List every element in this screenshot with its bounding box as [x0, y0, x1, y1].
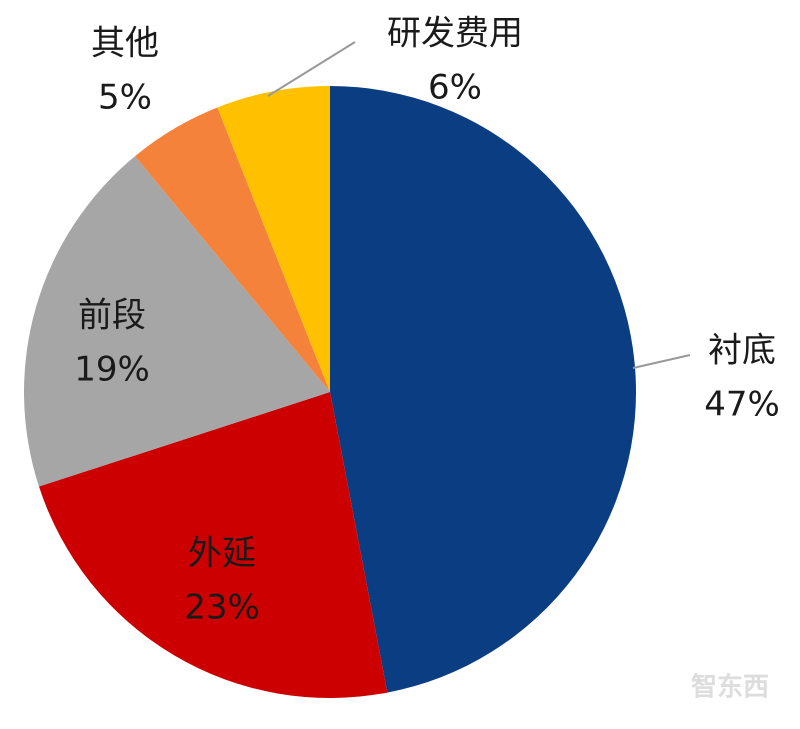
pie-slice — [217, 86, 330, 392]
slice-label: 研发费用 — [387, 14, 523, 54]
slice-value-label: 23% — [184, 588, 260, 628]
slice-label: 衬底 — [708, 331, 776, 371]
slice-label: 外延 — [188, 534, 256, 574]
slice-label: 其他 — [91, 24, 159, 64]
leader-line — [267, 41, 356, 97]
leader-line — [632, 354, 691, 369]
slice-value-label: 47% — [704, 385, 780, 425]
slice-value-label: 19% — [74, 350, 150, 390]
pie-slice — [134, 107, 330, 392]
slice-value-label: 5% — [98, 78, 152, 118]
pie-slice — [330, 86, 637, 693]
pie-slice — [38, 392, 388, 699]
watermark: 智东西 — [691, 672, 769, 703]
pie-slice — [24, 156, 330, 487]
slice-value-label: 6% — [428, 68, 482, 108]
slice-label: 前段 — [78, 296, 146, 336]
